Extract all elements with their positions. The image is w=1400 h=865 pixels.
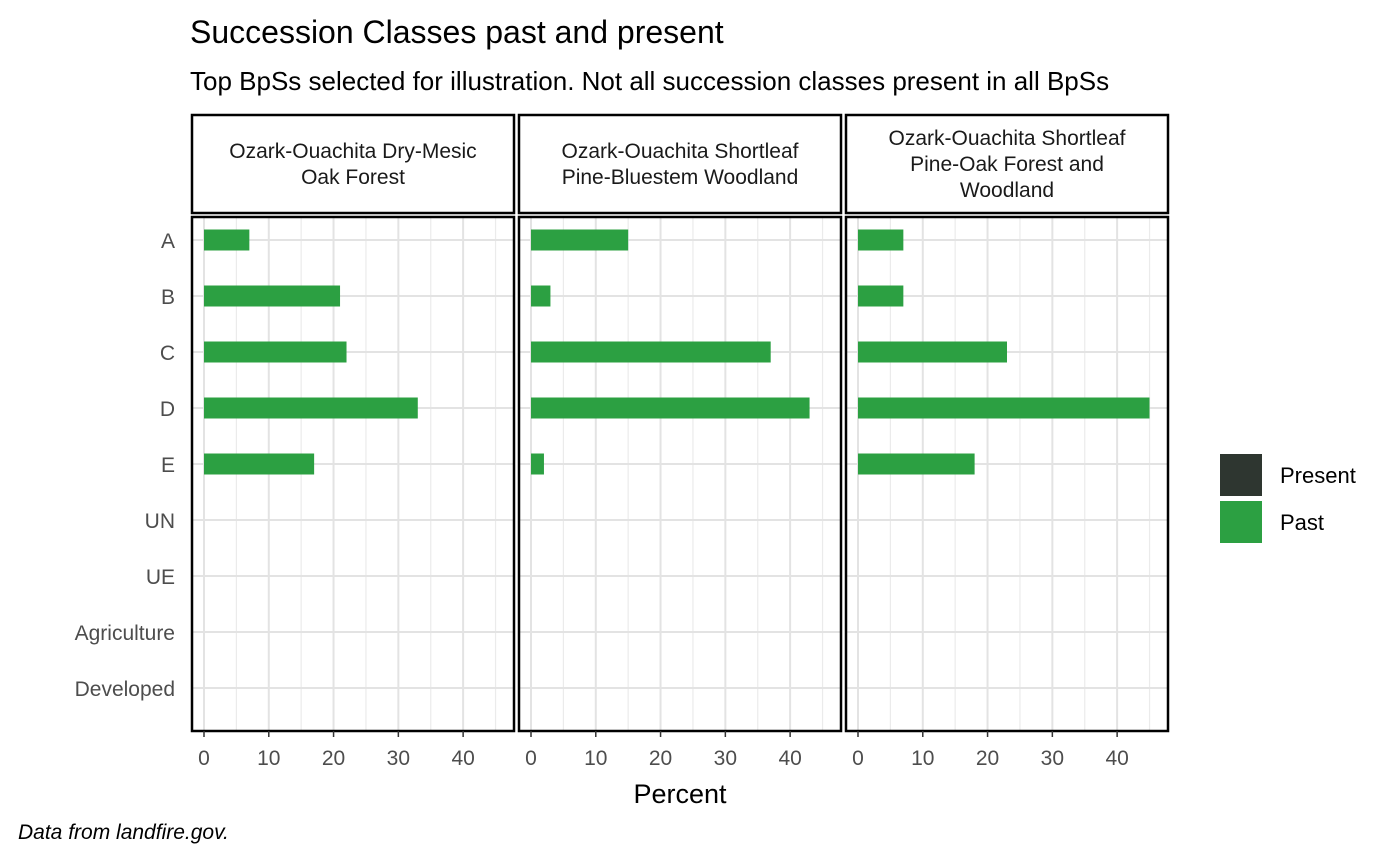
x-tick-label: 20 bbox=[976, 747, 999, 770]
facet-title-line: Oak Forest bbox=[301, 166, 405, 189]
facet-strip-1 bbox=[190, 113, 516, 215]
chart-subtitle: Top BpSs selected for illustration. Not … bbox=[190, 66, 1110, 96]
bar-past-e bbox=[858, 453, 975, 475]
x-tick-label: 40 bbox=[1105, 747, 1128, 770]
bar-past-c bbox=[858, 341, 1007, 363]
legend-key-past bbox=[1220, 501, 1262, 543]
y-tick-label: E bbox=[161, 454, 175, 477]
bar-past-a bbox=[531, 229, 629, 251]
bar-past-d bbox=[531, 397, 810, 419]
bar-past-d bbox=[858, 397, 1150, 419]
data-source-caption: Data from landfire.gov. bbox=[18, 821, 229, 844]
x-tick-label: 30 bbox=[714, 747, 737, 770]
bar-past-d bbox=[204, 397, 418, 419]
x-tick-label: 30 bbox=[387, 747, 410, 770]
y-tick-label: Agriculture bbox=[75, 622, 175, 645]
facet-strip-3 bbox=[844, 113, 1170, 215]
x-tick-label: 0 bbox=[198, 747, 210, 770]
y-tick-label: UE bbox=[146, 566, 175, 589]
facet-title-line: Pine-Bluestem Woodland bbox=[562, 166, 799, 189]
x-tick-label: 10 bbox=[911, 747, 934, 770]
bar-past-b bbox=[531, 285, 551, 307]
facet-title-line: Woodland bbox=[960, 179, 1054, 202]
bar-past-c bbox=[531, 341, 771, 363]
x-tick-label: 40 bbox=[778, 747, 801, 770]
legend-label-past: Past bbox=[1280, 510, 1324, 535]
facet-title-line: Ozark-Ouachita Dry-Mesic bbox=[229, 140, 476, 163]
y-tick-label: C bbox=[160, 342, 175, 365]
x-tick-label: 20 bbox=[322, 747, 345, 770]
x-tick-label: 10 bbox=[584, 747, 607, 770]
x-tick-label: 0 bbox=[852, 747, 864, 770]
y-tick-label: UN bbox=[145, 510, 175, 533]
chart-title: Succession Classes past and present bbox=[190, 14, 724, 50]
bar-past-b bbox=[858, 285, 904, 307]
facet-title-line: Pine-Oak Forest and bbox=[910, 153, 1104, 176]
facet-panel-border bbox=[844, 215, 1170, 733]
y-tick-label: A bbox=[161, 230, 175, 253]
bar-past-a bbox=[858, 229, 904, 251]
x-axis-title: Percent bbox=[633, 779, 727, 809]
bar-past-b bbox=[204, 285, 341, 307]
legend-label-present: Present bbox=[1280, 463, 1356, 488]
y-tick-label: D bbox=[160, 398, 175, 421]
bar-past-c bbox=[204, 341, 347, 363]
x-tick-label: 20 bbox=[649, 747, 672, 770]
facet-title-line: Ozark-Ouachita Shortleaf bbox=[562, 140, 799, 163]
facet-strip-2 bbox=[517, 113, 843, 215]
x-tick-label: 10 bbox=[257, 747, 280, 770]
facet-panel-border bbox=[517, 215, 843, 733]
x-tick-label: 0 bbox=[525, 747, 537, 770]
legend-key-present bbox=[1220, 454, 1262, 496]
facet-title-line: Ozark-Ouachita Shortleaf bbox=[889, 127, 1126, 150]
y-tick-label: Developed bbox=[75, 678, 175, 701]
x-tick-label: 40 bbox=[451, 747, 474, 770]
y-tick-label: B bbox=[161, 286, 175, 309]
x-tick-label: 30 bbox=[1041, 747, 1064, 770]
facet-panel-border bbox=[190, 215, 516, 733]
bar-past-e bbox=[204, 453, 315, 475]
bar-past-e bbox=[531, 453, 544, 475]
bar-past-a bbox=[204, 229, 250, 251]
